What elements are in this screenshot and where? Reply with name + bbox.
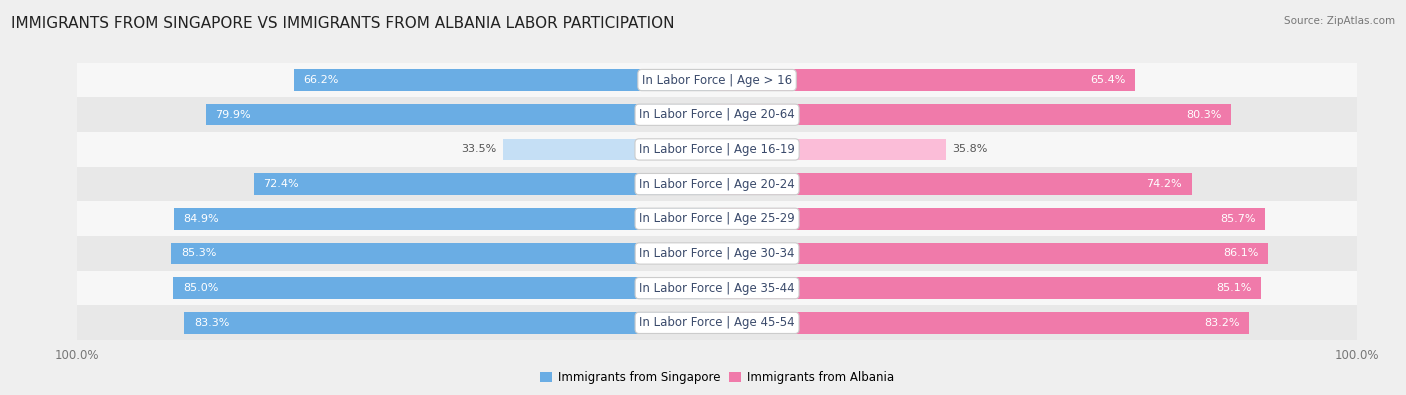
Bar bbox=[77, 201, 1357, 236]
Bar bbox=[77, 132, 1357, 167]
Text: 33.5%: 33.5% bbox=[461, 145, 496, 154]
Text: 72.4%: 72.4% bbox=[263, 179, 299, 189]
Bar bbox=[173, 277, 717, 299]
Text: 84.9%: 84.9% bbox=[184, 214, 219, 224]
Text: 66.2%: 66.2% bbox=[304, 75, 339, 85]
Text: 79.9%: 79.9% bbox=[215, 110, 252, 120]
Text: In Labor Force | Age 45-54: In Labor Force | Age 45-54 bbox=[640, 316, 794, 329]
Text: In Labor Force | Age 35-44: In Labor Force | Age 35-44 bbox=[640, 282, 794, 295]
Text: In Labor Force | Age 16-19: In Labor Force | Age 16-19 bbox=[640, 143, 794, 156]
Text: In Labor Force | Age > 16: In Labor Force | Age > 16 bbox=[643, 73, 792, 87]
Text: 80.3%: 80.3% bbox=[1185, 110, 1222, 120]
Bar bbox=[172, 243, 717, 264]
Bar bbox=[77, 236, 1357, 271]
Text: 35.8%: 35.8% bbox=[952, 145, 988, 154]
Text: 85.1%: 85.1% bbox=[1216, 283, 1251, 293]
Text: 86.1%: 86.1% bbox=[1223, 248, 1258, 258]
Bar bbox=[184, 312, 717, 334]
Text: In Labor Force | Age 20-24: In Labor Force | Age 20-24 bbox=[640, 178, 794, 191]
Bar bbox=[717, 208, 1265, 229]
Bar bbox=[503, 139, 717, 160]
Text: In Labor Force | Age 25-29: In Labor Force | Age 25-29 bbox=[640, 212, 794, 225]
Text: 65.4%: 65.4% bbox=[1091, 75, 1126, 85]
Bar bbox=[717, 69, 1136, 91]
Text: 85.3%: 85.3% bbox=[181, 248, 217, 258]
Bar bbox=[77, 271, 1357, 305]
Bar bbox=[717, 104, 1230, 126]
Bar bbox=[174, 208, 717, 229]
Bar bbox=[717, 312, 1250, 334]
Text: 74.2%: 74.2% bbox=[1146, 179, 1182, 189]
Text: IMMIGRANTS FROM SINGAPORE VS IMMIGRANTS FROM ALBANIA LABOR PARTICIPATION: IMMIGRANTS FROM SINGAPORE VS IMMIGRANTS … bbox=[11, 16, 675, 31]
Text: 83.3%: 83.3% bbox=[194, 318, 229, 328]
Bar bbox=[717, 277, 1261, 299]
Text: Source: ZipAtlas.com: Source: ZipAtlas.com bbox=[1284, 16, 1395, 26]
Bar bbox=[77, 167, 1357, 201]
Text: 83.2%: 83.2% bbox=[1204, 318, 1240, 328]
Text: In Labor Force | Age 20-64: In Labor Force | Age 20-64 bbox=[640, 108, 794, 121]
Bar bbox=[717, 173, 1192, 195]
Bar bbox=[77, 98, 1357, 132]
Bar bbox=[77, 63, 1357, 98]
Bar bbox=[717, 139, 946, 160]
Text: 85.7%: 85.7% bbox=[1220, 214, 1256, 224]
Legend: Immigrants from Singapore, Immigrants from Albania: Immigrants from Singapore, Immigrants fr… bbox=[536, 367, 898, 389]
Bar bbox=[205, 104, 717, 126]
Bar bbox=[717, 243, 1268, 264]
Text: 85.0%: 85.0% bbox=[183, 283, 218, 293]
Text: In Labor Force | Age 30-34: In Labor Force | Age 30-34 bbox=[640, 247, 794, 260]
Bar bbox=[254, 173, 717, 195]
Bar bbox=[294, 69, 717, 91]
Bar bbox=[77, 305, 1357, 340]
